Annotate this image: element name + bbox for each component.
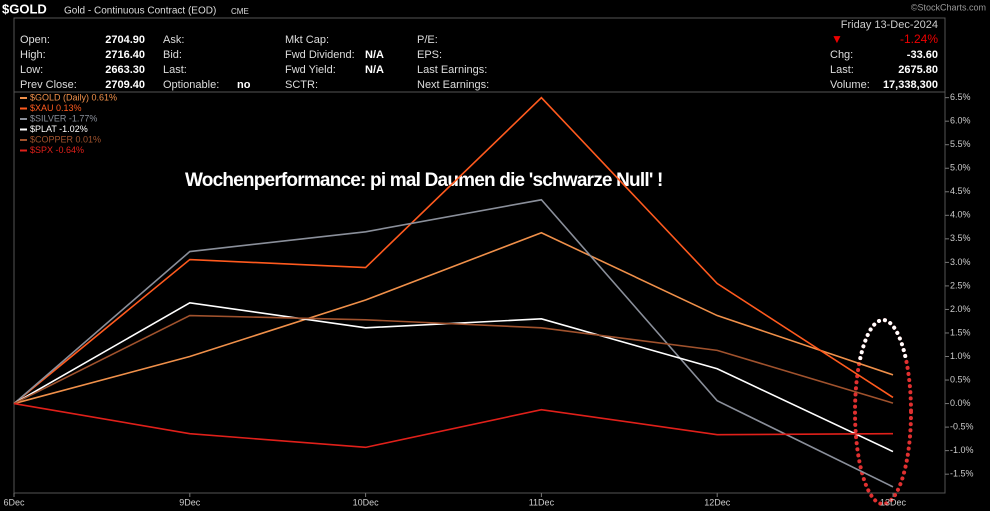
field-value: 17,338,300 xyxy=(883,79,938,91)
field-label: Ask: xyxy=(163,34,184,46)
field-label: Bid: xyxy=(163,49,182,61)
x-tick-label: 10Dec xyxy=(353,497,380,507)
y-tick-label: 6.0% xyxy=(950,116,971,126)
y-tick-label: 0.0% xyxy=(950,398,971,408)
field-label: Last: xyxy=(163,64,187,76)
annotation: Wochenperformance: pi mal Daumen die 'sc… xyxy=(185,170,663,191)
y-tick-label: 2.0% xyxy=(950,304,971,314)
copyright: ©StockCharts.com xyxy=(911,2,986,12)
field-label: Fwd Yield: xyxy=(285,64,336,76)
field-value: N/A xyxy=(365,49,384,61)
field-label: Chg: xyxy=(830,49,853,61)
y-tick-label: 4.5% xyxy=(950,186,971,196)
field-value: -33.60 xyxy=(907,49,938,61)
x-tick-label: 9Dec xyxy=(179,497,201,507)
series-line xyxy=(13,198,894,488)
y-tick-label: 4.0% xyxy=(950,210,971,220)
x-tick-label: 12Dec xyxy=(704,497,731,507)
date: Friday 13-Dec-2024 xyxy=(841,19,938,31)
y-tick-label: 3.5% xyxy=(950,233,971,243)
x-tick-label: 6Dec xyxy=(3,497,25,507)
field-label: Open: xyxy=(20,34,50,46)
legend-label: $SILVER -1.77% xyxy=(30,113,97,123)
series-line xyxy=(13,314,894,405)
field-label: Prev Close: xyxy=(20,79,77,91)
series-line xyxy=(13,96,894,405)
change-pct: -1.24% xyxy=(900,32,938,46)
legend-label: $XAU 0.13% xyxy=(30,103,82,113)
y-tick-label: -1.0% xyxy=(950,445,974,455)
x-tick-label: 13Dec xyxy=(880,497,907,507)
legend-label: $GOLD (Daily) 0.61% xyxy=(30,92,117,102)
field-label: Next Earnings: xyxy=(417,79,489,91)
field-label: Mkt Cap: xyxy=(285,34,329,46)
field-label: Fwd Dividend: xyxy=(285,49,355,61)
field-label: EPS: xyxy=(417,49,442,61)
legend-label: $COPPER 0.01% xyxy=(30,134,101,144)
description: Gold - Continuous Contract (EOD) xyxy=(64,6,216,17)
highlight-ellipse xyxy=(853,318,913,506)
legend-label: $PLAT -1.02% xyxy=(30,124,88,134)
symbol: $GOLD xyxy=(2,1,47,16)
series-line xyxy=(13,402,894,449)
field-value: 2663.30 xyxy=(105,64,145,76)
y-tick-label: 6.5% xyxy=(950,92,971,102)
field-label: Last Earnings: xyxy=(417,64,487,76)
y-tick-label: 1.5% xyxy=(950,327,971,337)
exchange: CME xyxy=(231,7,249,16)
y-tick-label: 0.5% xyxy=(950,374,971,384)
field-value: no xyxy=(237,79,251,91)
field-label: P/E: xyxy=(417,34,438,46)
field-value: N/A xyxy=(365,64,384,76)
y-tick-label: 3.0% xyxy=(950,257,971,267)
y-tick-label: -1.5% xyxy=(950,469,974,479)
y-tick-label: 5.5% xyxy=(950,139,971,149)
field-value: 2709.40 xyxy=(105,79,145,91)
field-label: SCTR: xyxy=(285,79,318,91)
field-label: Last: xyxy=(830,64,854,76)
field-value: 2675.80 xyxy=(898,64,938,76)
field-label: High: xyxy=(20,49,46,61)
y-tick-label: 1.0% xyxy=(950,351,971,361)
x-tick-label: 11Dec xyxy=(529,497,555,507)
field-label: Low: xyxy=(20,64,43,76)
y-tick-label: 5.0% xyxy=(950,163,971,173)
y-tick-label: 2.5% xyxy=(950,280,971,290)
y-tick-label: -0.5% xyxy=(950,421,974,431)
field-label: Volume: xyxy=(830,79,870,91)
plot-frame xyxy=(13,91,946,494)
field-value: 2704.90 xyxy=(105,34,145,46)
series-line xyxy=(13,231,894,405)
legend-label: $SPX -0.64% xyxy=(30,145,84,155)
change-arrow: ▼ xyxy=(831,32,843,46)
field-value: 2716.40 xyxy=(105,49,145,61)
field-label: Optionable: xyxy=(163,79,219,91)
